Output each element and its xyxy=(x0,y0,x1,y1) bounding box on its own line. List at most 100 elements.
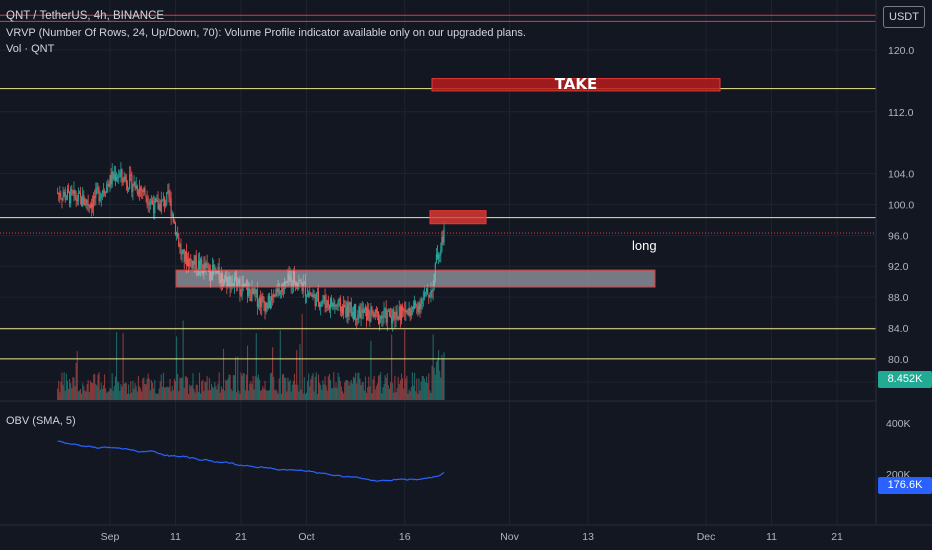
candle-body xyxy=(78,192,80,194)
candle-body xyxy=(79,192,82,197)
candle-body xyxy=(70,189,72,204)
candle-body xyxy=(430,290,432,297)
volume-bar xyxy=(77,391,79,400)
candle-body xyxy=(439,254,441,256)
candle-body xyxy=(138,188,141,195)
candle-body xyxy=(99,197,101,201)
candle-body xyxy=(264,302,266,312)
volume-bar xyxy=(247,345,249,400)
time-tick-label: 16 xyxy=(399,531,411,543)
time-tick-label: 11 xyxy=(766,531,777,543)
candle-body xyxy=(250,292,252,302)
volume-bar xyxy=(363,390,365,400)
obv-value-badge: 176.6K xyxy=(878,477,932,494)
time-axis[interactable]: Sep 11 21 Oct 16 Nov 13 Dec 11 21 xyxy=(101,531,843,543)
volume-bar xyxy=(117,381,119,400)
volume-bar xyxy=(378,375,380,400)
time-tick-label: Sep xyxy=(101,531,120,543)
candle-body xyxy=(331,298,333,307)
volume-bar xyxy=(96,385,98,400)
candle-body xyxy=(126,184,129,190)
volume-bar xyxy=(160,374,162,400)
price-tick-label: 92.0 xyxy=(888,261,909,273)
volume-bar xyxy=(299,344,301,400)
candle-body xyxy=(332,303,334,307)
price-axis[interactable]: 120.0 112.0 104.0 100.0 96.0 92.0 88.0 84.0 80.0… xyxy=(888,45,914,389)
vrvp-legend[interactable]: VRVP (Number Of Rows, 24, Up/Down, 70): … xyxy=(6,27,526,39)
volume-bar xyxy=(169,378,171,400)
time-tick-label: 21 xyxy=(235,531,247,543)
volume-bar xyxy=(129,393,131,400)
volume-bar xyxy=(220,386,222,400)
volume-bar xyxy=(310,379,312,400)
volume-bar xyxy=(364,376,366,400)
volume-bar xyxy=(261,389,263,400)
candle-body xyxy=(102,191,104,193)
volume-bar xyxy=(397,376,399,400)
volume-bar xyxy=(302,393,304,400)
candle-body xyxy=(241,284,243,296)
candle-body xyxy=(313,294,315,296)
candle-body xyxy=(110,174,112,185)
volume-bar xyxy=(351,383,353,400)
volume-bar xyxy=(417,393,419,400)
candle-body xyxy=(339,298,341,312)
volume-bar xyxy=(81,393,83,400)
candle-body xyxy=(272,295,274,297)
volume-bar xyxy=(97,374,99,400)
candle-body xyxy=(247,286,249,296)
candle-body xyxy=(158,204,160,210)
volume-bar xyxy=(326,390,328,400)
candle-body xyxy=(351,311,353,316)
volume-bar xyxy=(78,390,80,400)
candle-body xyxy=(399,306,401,321)
volume-bar xyxy=(257,374,260,400)
volume-bar xyxy=(372,379,374,400)
candle-body xyxy=(171,213,173,216)
volume-bar xyxy=(182,320,184,400)
volume-legend[interactable]: Vol · QNT xyxy=(6,43,55,55)
volume-bar xyxy=(209,390,211,400)
currency-selector[interactable]: USDT xyxy=(883,6,925,28)
volume-bar xyxy=(421,375,423,400)
obv-line xyxy=(57,440,445,482)
candle-body xyxy=(165,203,167,206)
candle-body xyxy=(441,236,443,251)
zones xyxy=(175,78,721,288)
candle-body xyxy=(146,197,148,205)
volume-bar xyxy=(412,385,415,400)
volume-bar xyxy=(316,393,318,400)
candle-body xyxy=(106,184,108,193)
volume-bar xyxy=(325,385,327,400)
candle-body xyxy=(326,300,328,308)
obv-legend[interactable]: OBV (SMA, 5) xyxy=(6,415,76,427)
candle-body xyxy=(100,193,102,198)
volume-bar xyxy=(230,388,232,400)
volume-bar xyxy=(267,390,269,400)
candle-body xyxy=(267,295,269,309)
candle-body xyxy=(162,197,165,200)
candle-body xyxy=(147,204,149,206)
candle-body xyxy=(325,303,327,308)
volume-bar xyxy=(288,381,290,400)
volume-bar xyxy=(136,391,138,400)
symbol-legend[interactable]: QNT / TetherUS, 4h, BINANCE xyxy=(6,10,165,22)
candle-body xyxy=(362,309,364,314)
candle-body xyxy=(143,188,145,192)
candle-body xyxy=(374,309,376,317)
volume-bar xyxy=(240,372,242,400)
candle-body xyxy=(249,288,251,293)
candle-body xyxy=(58,193,60,195)
volume-bar xyxy=(148,378,150,400)
candle-body xyxy=(83,194,85,205)
candle-body xyxy=(383,309,385,318)
volume-bar xyxy=(201,381,203,400)
volume-bar xyxy=(110,388,112,400)
volume-bar xyxy=(262,385,264,400)
volume-bar xyxy=(341,391,344,400)
volume-bar xyxy=(192,373,194,400)
volume-bar xyxy=(170,391,172,400)
volume-bar xyxy=(432,334,434,400)
candle-body xyxy=(317,291,320,303)
